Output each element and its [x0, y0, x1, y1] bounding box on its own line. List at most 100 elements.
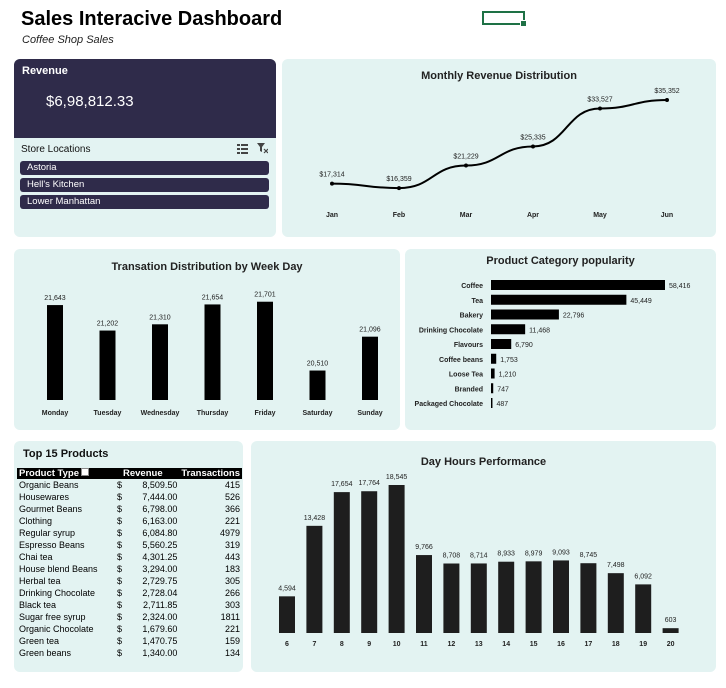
hour-bar	[333, 492, 350, 633]
revenue-cell: 6,163.00	[142, 516, 178, 526]
col-header-product-type-label: Product Type	[19, 468, 79, 479]
data-label: 603	[665, 617, 677, 624]
table-header-row: Product Type Revenue Transactions	[17, 468, 242, 479]
table-row[interactable]: Organic Chocolate $1,679.60 221	[17, 623, 242, 635]
data-label: 747	[497, 386, 509, 393]
revenue-cell: 8,509.50	[142, 480, 178, 490]
category-bar	[491, 398, 493, 408]
table-row[interactable]: Green tea $1,470.75 159	[17, 635, 242, 647]
currency-cell: $	[117, 528, 123, 538]
line-point	[531, 144, 535, 149]
table-row[interactable]: Organic Beans $8,509.50 415	[17, 479, 242, 491]
category-bar	[491, 294, 627, 305]
table-row[interactable]: Housewares $7,444.00 526	[17, 491, 242, 503]
table-row[interactable]: Clothing $6,163.00 221	[17, 515, 242, 527]
data-label: 21,096	[359, 327, 381, 334]
col-header-revenue[interactable]: Revenue	[115, 468, 180, 479]
y-tick-label: Tea	[471, 298, 483, 305]
x-tick-label: Jan	[326, 212, 338, 219]
x-tick-label: 7	[312, 641, 316, 648]
revenue-cell: 1,470.75	[142, 636, 178, 646]
top-products-panel: Top 15 Products Product Type Revenue Tra…	[14, 441, 243, 672]
table-row[interactable]: House blend Beans $3,294.00 183	[17, 563, 242, 575]
x-tick-label: 16	[557, 641, 565, 648]
hour-bar	[525, 561, 542, 633]
category-chart: Product Category popularity Coffee 58,416…	[405, 249, 716, 430]
table-row[interactable]: Green beans $1,340.00 134	[17, 647, 242, 659]
transactions-cell: 159	[224, 636, 240, 646]
x-tick-label: Friday	[254, 410, 275, 417]
slicer-item-lower-manhattan[interactable]: Lower Manhattan	[20, 195, 269, 209]
data-label: 8,745	[580, 552, 598, 559]
data-label: $35,352	[654, 88, 679, 95]
top-products-title: Top 15 Products	[23, 448, 109, 460]
data-label: 7,498	[607, 562, 625, 569]
hour-bar	[443, 563, 460, 633]
weekday-bar	[204, 304, 221, 400]
clear-filter-icon[interactable]	[257, 143, 268, 154]
y-tick-label: Flavours	[454, 342, 483, 349]
currency-cell: $	[117, 612, 123, 622]
x-tick-label: 18	[612, 641, 620, 648]
hour-bar	[607, 573, 624, 633]
table-row[interactable]: Sugar free syrup $2,324.00 1811	[17, 611, 242, 623]
product-name-cell: Gourmet Beans	[19, 504, 83, 514]
table-row[interactable]: Regular syrup $6,084.80 4979	[17, 527, 242, 539]
revenue-cell: 6,798.00	[142, 504, 178, 514]
weekday-chart-svg: 21,643 Monday 21,202 Tuesday 21,310 Wednesday…	[42, 292, 383, 417]
line-point	[598, 106, 602, 111]
table-row[interactable]: Chai tea $4,301.25 443	[17, 551, 242, 563]
data-label: 13,428	[304, 515, 326, 522]
col-header-transactions[interactable]: Transactions	[179, 468, 242, 479]
table-row[interactable]: Gourmet Beans $6,798.00 366	[17, 503, 242, 515]
table-row[interactable]: Black tea $2,711.85 303	[17, 599, 242, 611]
hour-bar	[306, 525, 323, 633]
x-tick-label: 20	[667, 641, 675, 648]
data-label: 8,933	[497, 551, 515, 558]
multi-select-icon[interactable]	[237, 144, 248, 154]
weekday-bar	[47, 305, 63, 400]
revenue-cell: 6,084.80	[142, 528, 178, 538]
data-label: 58,416	[669, 283, 691, 290]
data-label: 4,594	[278, 585, 296, 592]
table-row[interactable]: Drinking Chocolate $2,728.04 266	[17, 587, 242, 599]
data-label: 22,796	[563, 313, 585, 320]
hour-bar	[470, 563, 487, 633]
data-label: 1,210	[499, 372, 517, 379]
category-bar	[491, 280, 665, 290]
data-label: $17,314	[319, 172, 344, 179]
data-label: 21,701	[254, 292, 276, 299]
category-chart-title: Product Category popularity	[486, 255, 635, 267]
selected-cell[interactable]	[482, 11, 527, 27]
slicer-item-astoria[interactable]: Astoria	[20, 161, 269, 175]
category-bar	[491, 368, 495, 379]
transactions-cell: 221	[224, 516, 240, 526]
transactions-cell: 415	[224, 480, 240, 490]
x-tick-label: Apr	[527, 212, 539, 219]
table-row[interactable]: Herbal tea $2,729.75 305	[17, 575, 242, 587]
revenue-cell: 2,324.00	[142, 612, 178, 622]
hour-bar	[388, 485, 405, 633]
y-tick-label: Drinking Chocolate	[419, 327, 483, 334]
x-tick-label: Mar	[460, 212, 473, 219]
x-tick-label: May	[593, 212, 607, 219]
revenue-header: Revenue $6,98,812.33	[14, 59, 276, 138]
data-label: 1,753	[500, 357, 518, 364]
table-row[interactable]: Espresso Beans $5,560.25 319	[17, 539, 242, 551]
data-label: 21,310	[149, 314, 171, 321]
revenue-cell: 2,711.85	[143, 600, 178, 610]
weekday-chart-title: Transation Distribution by Week Day	[111, 261, 303, 273]
slicer-item-hells-kitchen[interactable]: Hell's Kitchen	[20, 178, 269, 192]
top-products-table: Product Type Revenue Transactions Organi…	[17, 468, 242, 659]
hour-bar	[498, 561, 515, 633]
data-label: 8,714	[470, 552, 488, 559]
hours-chart-title: Day Hours Performance	[420, 456, 547, 468]
filter-dropdown-icon[interactable]	[81, 468, 89, 477]
hours-chart-svg: 4,594 6 13,428 7 17,654 8 17,764 9 18,545 10 9,766…	[278, 474, 679, 648]
data-label: 6,790	[515, 342, 533, 349]
weekday-bar	[99, 330, 116, 400]
revenue-value: $6,98,812.33	[46, 93, 134, 110]
col-header-product-type[interactable]: Product Type	[17, 468, 115, 479]
weekday-bar	[152, 324, 168, 400]
transactions-cell: 221	[224, 624, 240, 634]
